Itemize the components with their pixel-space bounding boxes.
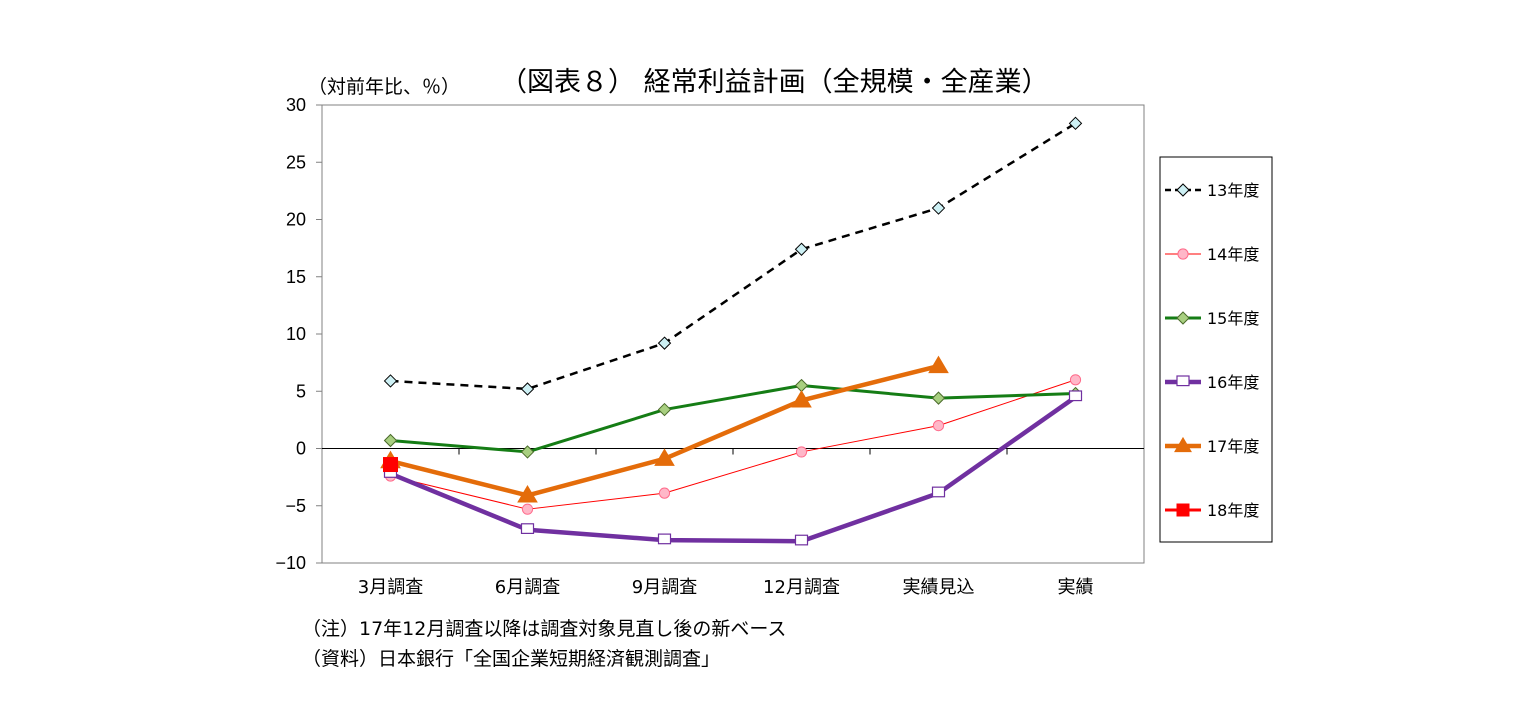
y-tick-label: 20 — [286, 210, 306, 230]
data-point — [383, 457, 398, 473]
data-point — [657, 402, 672, 417]
legend-item-14年度: 14年度 — [1165, 245, 1259, 264]
plot-area — [321, 104, 1145, 564]
legend: 13年度 14年度 15年度 16年度 17年度 18年度 — [1165, 181, 1259, 520]
data-point — [1176, 503, 1190, 517]
series-line — [390, 384, 1076, 454]
data-point — [1177, 248, 1189, 260]
x-axis: 3月調査 6月調査 9月調査 12月調査 実績見込 実績 — [358, 448, 1094, 598]
y-tick-label: 0 — [296, 439, 306, 459]
series-line — [390, 122, 1077, 391]
legend-item-17年度: 17年度 — [1165, 436, 1259, 456]
legend-item-13年度: 13年度 — [1165, 181, 1259, 200]
data-point — [795, 446, 808, 458]
chart-title: （図表８） 経常利益計画（全規模・全産業） — [500, 67, 1049, 98]
data-point — [383, 433, 398, 448]
legend-item-16年度: 16年度 — [1165, 373, 1259, 392]
legend-label: 17年度 — [1207, 437, 1259, 456]
data-point — [654, 448, 675, 466]
data-point — [1176, 311, 1190, 325]
series-16年度 — [383, 390, 1083, 546]
series-13年度 — [383, 116, 1083, 396]
data-point — [520, 445, 535, 459]
data-point — [791, 389, 812, 408]
legend-box — [1159, 156, 1273, 543]
data-point — [657, 533, 672, 545]
data-point — [517, 485, 538, 503]
y-tick-label: 30 — [286, 95, 306, 115]
data-point — [657, 336, 672, 350]
y-tick-label: −10 — [275, 553, 306, 573]
series-line — [390, 379, 1076, 510]
data-point — [931, 486, 946, 498]
legend-label: 16年度 — [1207, 373, 1259, 392]
data-point — [928, 355, 949, 374]
legend-label: 14年度 — [1207, 245, 1259, 264]
data-point — [521, 503, 534, 515]
legend-item-18年度: 18年度 — [1165, 501, 1259, 520]
series-18年度 — [383, 457, 398, 473]
legend-label: 15年度 — [1207, 309, 1259, 328]
data-point — [794, 242, 809, 256]
legend-item-15年度: 15年度 — [1165, 309, 1259, 328]
series-15年度 — [383, 378, 1083, 459]
x-tick-label: 9月調査 — [632, 577, 697, 598]
source-text: （資料）日本銀行「全国企業短期経済観測調査」 — [302, 648, 721, 670]
y-tick-label: −5 — [285, 496, 306, 516]
data-point — [1174, 436, 1192, 453]
x-tick-label: 6月調査 — [495, 577, 560, 598]
data-point — [520, 523, 535, 534]
legend-label: 18年度 — [1207, 501, 1259, 520]
data-point — [794, 534, 809, 546]
y-tick-label: 5 — [296, 381, 306, 401]
data-point — [931, 391, 946, 405]
note-text: （注）17年12月調査以降は調査対象見直し後の新ベース — [302, 618, 787, 640]
y-tick-label: 10 — [286, 324, 306, 344]
x-tick-label: 3月調査 — [358, 577, 423, 598]
y-axis-unit-label: （対前年比、％） — [308, 76, 461, 98]
y-tick-label: 25 — [286, 152, 306, 172]
x-tick-label: 実績 — [1058, 577, 1094, 598]
legend-label: 13年度 — [1207, 181, 1259, 200]
y-tick-label: 15 — [286, 267, 306, 287]
data-point — [658, 487, 671, 499]
series-line — [389, 395, 1077, 544]
data-point — [932, 420, 945, 432]
x-tick-label: 実績見込 — [903, 577, 975, 598]
x-tick-label: 12月調査 — [763, 577, 840, 598]
series-layer — [380, 116, 1083, 546]
data-point — [1069, 374, 1082, 386]
data-point — [1176, 183, 1190, 197]
data-point — [931, 201, 946, 215]
data-point — [1068, 390, 1083, 402]
data-point — [383, 374, 398, 388]
data-point — [1176, 375, 1190, 387]
data-point — [1068, 116, 1083, 131]
data-point — [520, 382, 535, 396]
